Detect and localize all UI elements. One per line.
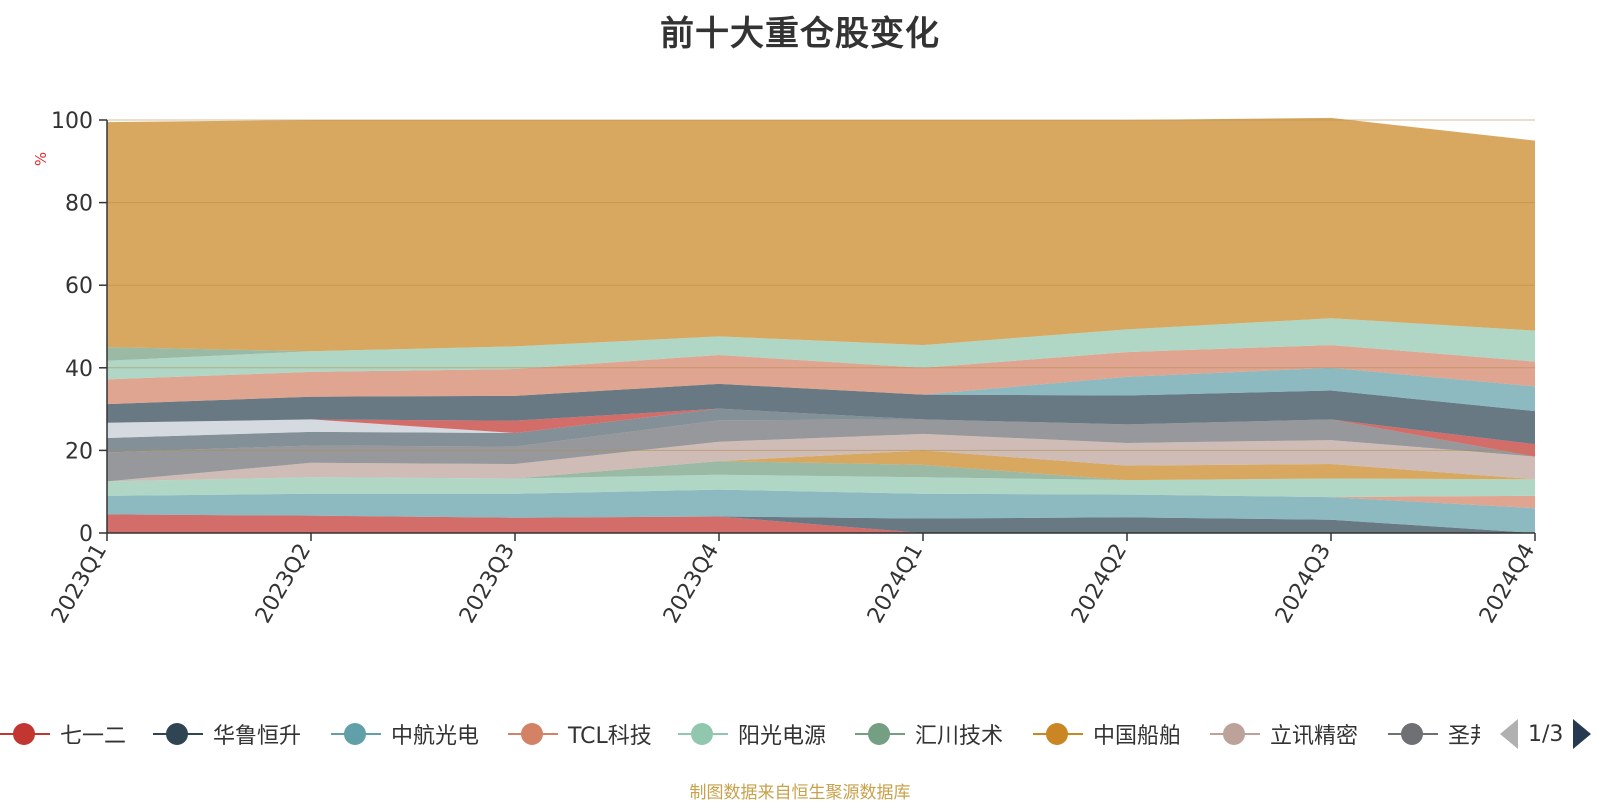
area-series-1: [107, 514, 1535, 533]
legend-item[interactable]: 中国船舶: [1033, 716, 1181, 752]
legend-item[interactable]: 中航光电: [331, 716, 479, 752]
legend-label: 中国船舶: [1093, 724, 1182, 749]
stacked-area-chart: 0 20 40 60 80 100 2023Q1 2023Q2 2023Q3 2023Q4 2024…: [47, 109, 1540, 628]
legend: 七一二 华鲁恒升 中航光电 TCL科技 阳光电源 汇川技术 中国船舶 立讯精密 圣邦股份: [0, 716, 1480, 752]
area-series-4: [107, 474, 1535, 498]
legend-marker-icon: [0, 722, 50, 746]
x-tick-label: 2023Q2: [251, 540, 316, 628]
legend-label: 立讯精密: [1270, 724, 1359, 749]
legend-item[interactable]: 阳光电源: [678, 716, 826, 752]
legend-marker-icon: [855, 722, 905, 746]
area-series-14: [107, 345, 1535, 405]
area-series-6: [107, 450, 1535, 482]
legend-label: 华鲁恒升: [213, 724, 302, 749]
y-tick-label: 20: [65, 439, 93, 464]
legend-marker-icon: [508, 722, 558, 746]
x-tick-label: 2024Q1: [863, 540, 928, 628]
legend-marker-icon: [1210, 722, 1260, 746]
legend-label: TCL科技: [568, 724, 652, 749]
area-series-5: [107, 461, 1535, 482]
area-series-11: [107, 408, 1535, 457]
legend-marker-icon: [153, 722, 203, 746]
x-tick-label: 2023Q3: [455, 540, 520, 628]
area-series-8: [107, 419, 1535, 482]
legend-marker-icon: [331, 722, 381, 746]
legend-item[interactable]: 华鲁恒升: [153, 716, 301, 752]
legend-prev-page-icon[interactable]: [1500, 719, 1518, 749]
area-series-12: [107, 383, 1535, 445]
legend-next-page-icon[interactable]: [1573, 719, 1592, 749]
y-tick-label: 0: [79, 522, 93, 547]
legend-marker-icon: [1388, 722, 1438, 746]
x-tick-label: 2023Q1: [47, 540, 112, 628]
area-series-15: [107, 318, 1535, 380]
legend-item[interactable]: 立讯精密: [1210, 716, 1358, 752]
legend-page-indicator: 1/3: [1528, 721, 1564, 747]
legend-item[interactable]: TCL科技: [508, 716, 652, 752]
chart-title: 前十大重仓股变化: [660, 14, 940, 54]
x-tick-label: 2024Q4: [1475, 540, 1540, 628]
source-note: 制图数据来自恒生聚源数据库: [689, 783, 911, 803]
x-tick-label: 2023Q4: [659, 540, 724, 628]
legend-label: 阳光电源: [738, 724, 827, 749]
legend-marker-icon: [1033, 722, 1083, 746]
area-series-9: [107, 408, 1535, 457]
legend-label: 汇川技术: [915, 724, 1004, 749]
area-series-0: [107, 514, 1535, 533]
x-tick-label: 2024Q2: [1067, 540, 1132, 628]
area-series-13: [107, 367, 1535, 412]
legend-label: 七一二: [60, 724, 127, 749]
y-tick-label: 100: [51, 109, 93, 134]
y-tick-label: 40: [65, 357, 93, 382]
legend-item[interactable]: 圣邦股份: [1388, 716, 1480, 752]
area-series-2: [107, 489, 1535, 533]
x-tick-label: 2024Q3: [1271, 540, 1336, 628]
legend-label: 中航光电: [391, 724, 480, 749]
legend-marker-icon: [678, 722, 728, 746]
legend-pager: 1/3: [1500, 716, 1592, 752]
y-tick-label: 60: [65, 274, 93, 299]
y-tick-label: 80: [65, 192, 93, 217]
legend-item[interactable]: 七一二: [0, 716, 126, 752]
legend-item[interactable]: 汇川技术: [855, 716, 1003, 752]
area-series-17: [107, 117, 1535, 352]
area-series-7: [107, 433, 1535, 482]
legend-label: 圣邦股份: [1448, 724, 1480, 749]
